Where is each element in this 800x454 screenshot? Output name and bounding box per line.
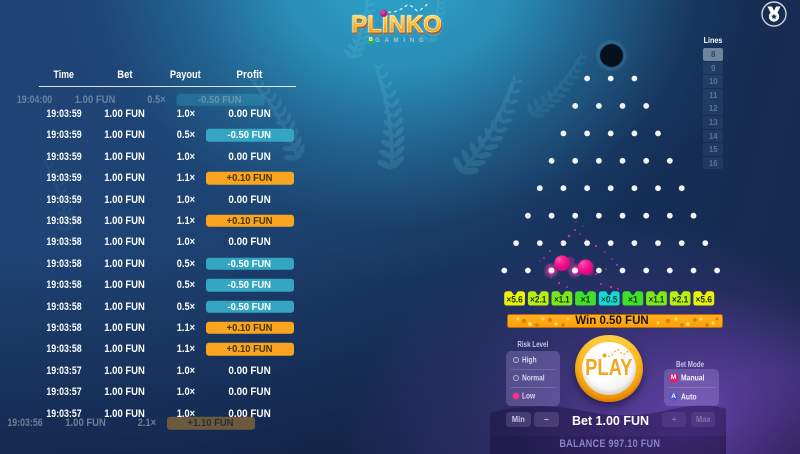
svg-text:×1: ×1	[628, 294, 638, 304]
svg-text:×5.6: ×5.6	[696, 294, 713, 304]
svg-text:×1: ×1	[581, 294, 591, 304]
svg-text:×1.1: ×1.1	[554, 294, 570, 304]
svg-text:×2.1: ×2.1	[672, 294, 689, 304]
svg-text:×5.6: ×5.6	[506, 294, 523, 304]
svg-text:×1.1: ×1.1	[649, 294, 665, 304]
svg-text:×0.5: ×0.5	[601, 294, 618, 304]
svg-text:×2.1: ×2.1	[530, 294, 547, 304]
